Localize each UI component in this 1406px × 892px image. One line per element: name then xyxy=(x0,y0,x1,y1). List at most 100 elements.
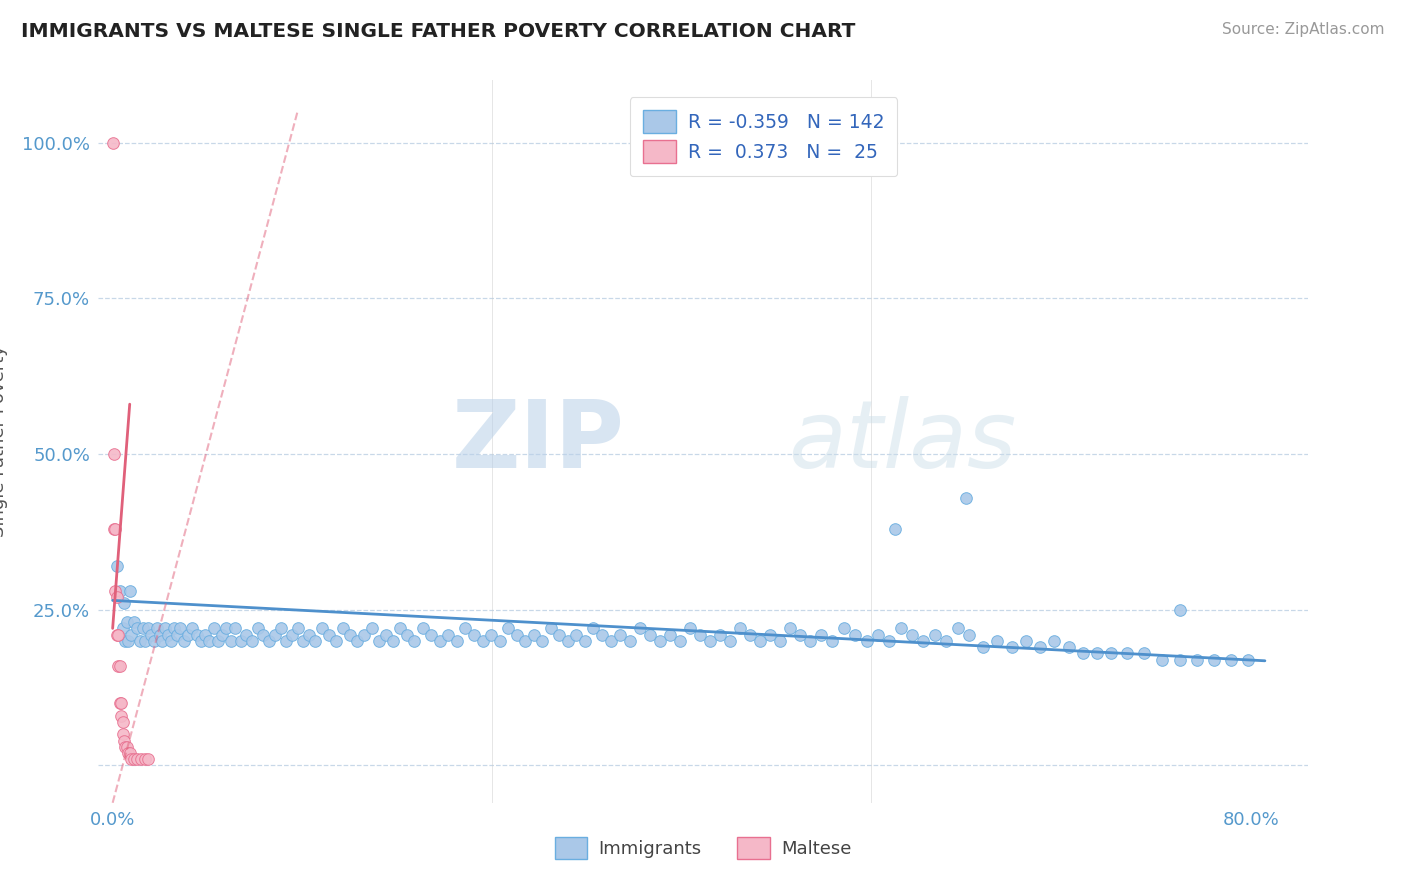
Point xyxy=(190,633,212,648)
Point xyxy=(565,627,588,641)
Point xyxy=(1116,646,1139,660)
Point xyxy=(463,627,485,641)
Point xyxy=(628,621,651,635)
Point xyxy=(311,621,333,635)
Point xyxy=(479,627,502,641)
Point xyxy=(1168,603,1191,617)
Point xyxy=(339,627,361,641)
Point xyxy=(117,746,139,760)
Point xyxy=(131,621,153,635)
Point xyxy=(420,627,443,641)
Point xyxy=(955,491,977,505)
Point xyxy=(879,633,901,648)
Point xyxy=(709,627,731,641)
Point xyxy=(114,633,136,648)
Point xyxy=(505,627,527,641)
Point xyxy=(105,591,128,605)
Text: atlas: atlas xyxy=(787,396,1017,487)
Point xyxy=(287,621,309,635)
Point xyxy=(136,621,159,635)
Point xyxy=(1237,652,1260,666)
Point xyxy=(912,633,935,648)
Point xyxy=(198,633,221,648)
Point xyxy=(574,633,596,648)
Point xyxy=(252,627,274,641)
Point xyxy=(388,621,411,635)
Point xyxy=(957,627,980,641)
Point xyxy=(166,627,188,641)
Point xyxy=(163,621,186,635)
Point xyxy=(523,627,546,641)
Point xyxy=(972,640,994,654)
Point xyxy=(799,633,821,648)
Point xyxy=(1099,646,1122,660)
Point xyxy=(219,633,242,648)
Point xyxy=(115,615,138,630)
Point xyxy=(276,633,298,648)
Point xyxy=(108,584,131,599)
Point xyxy=(640,627,662,641)
Point xyxy=(318,627,340,641)
Point xyxy=(548,627,571,641)
Point xyxy=(270,621,292,635)
Point xyxy=(454,621,477,635)
Point xyxy=(986,633,1008,648)
Legend: Immigrants, Maltese: Immigrants, Maltese xyxy=(548,830,858,866)
Point xyxy=(728,621,751,635)
Point xyxy=(145,621,167,635)
Point xyxy=(599,633,621,648)
Point xyxy=(325,633,347,648)
Point xyxy=(1185,652,1208,666)
Point xyxy=(1071,646,1094,660)
Point xyxy=(173,633,195,648)
Point xyxy=(669,633,692,648)
Point xyxy=(901,627,924,641)
Point xyxy=(531,633,554,648)
Point xyxy=(1015,633,1038,648)
Point xyxy=(111,714,134,729)
Point xyxy=(412,621,434,635)
Point xyxy=(353,627,375,641)
Point xyxy=(396,627,419,641)
Point xyxy=(240,633,263,648)
Point xyxy=(114,739,136,754)
Point xyxy=(155,621,177,635)
Point xyxy=(404,633,426,648)
Point xyxy=(1152,652,1174,666)
Point xyxy=(748,633,770,648)
Point xyxy=(619,633,641,648)
Point xyxy=(207,633,229,648)
Text: Source: ZipAtlas.com: Source: ZipAtlas.com xyxy=(1222,22,1385,37)
Point xyxy=(884,522,907,536)
Point xyxy=(181,621,204,635)
Point xyxy=(821,633,844,648)
Point xyxy=(107,627,129,641)
Point xyxy=(246,621,269,635)
Point xyxy=(446,633,468,648)
Point xyxy=(134,752,156,766)
Point xyxy=(591,627,613,641)
Point xyxy=(108,658,131,673)
Point xyxy=(488,633,510,648)
Point xyxy=(582,621,605,635)
Point xyxy=(107,658,129,673)
Point xyxy=(139,627,162,641)
Point xyxy=(935,633,957,648)
Point xyxy=(679,621,702,635)
Point xyxy=(111,727,134,741)
Point xyxy=(659,627,682,641)
Point xyxy=(152,633,174,648)
Point xyxy=(136,752,159,766)
Point xyxy=(832,621,855,635)
Point xyxy=(855,633,877,648)
Point xyxy=(346,633,368,648)
Point xyxy=(496,621,519,635)
Point xyxy=(125,752,148,766)
Point xyxy=(229,633,252,648)
Point xyxy=(471,633,494,648)
Point xyxy=(108,696,131,710)
Point xyxy=(374,627,396,641)
Point xyxy=(304,633,326,648)
Point xyxy=(202,621,225,635)
Point xyxy=(142,633,165,648)
